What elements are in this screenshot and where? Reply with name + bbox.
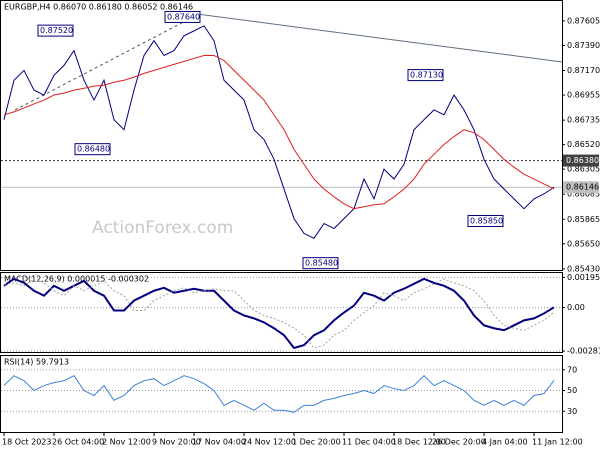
series-line xyxy=(3,278,555,349)
chart-title: EURGBP,H4 0.86070 0.86180 0.86052 0.8614… xyxy=(4,3,193,12)
y-tick-label: 30 xyxy=(567,407,577,416)
annotation: 0.86480 xyxy=(77,145,110,154)
x-tick-label: 26 Oct 04:00 xyxy=(52,438,104,447)
y-tick-label: 0.87390 xyxy=(567,41,600,50)
x-tick-label: 17 Nov 04:00 xyxy=(192,438,246,447)
x-tick-label: 11 Jan 12:00 xyxy=(532,438,583,447)
price-tag-label: 0.86146 xyxy=(566,183,599,192)
y-tick-label: 0.86305 xyxy=(567,165,600,174)
y-tick-label: 0.85430 xyxy=(567,264,600,273)
x-tick-label: 11 Dec 04:00 xyxy=(342,438,396,447)
trend-line xyxy=(14,14,198,111)
y-tick-label: 0.86955 xyxy=(567,91,600,100)
macd-frame xyxy=(0,272,563,353)
annotation: 0.87520 xyxy=(40,26,73,35)
series-line xyxy=(3,374,555,413)
rsi-frame xyxy=(0,355,563,433)
y-tick-label: 0.00 xyxy=(567,303,585,312)
y-tick-label: 0.86085 xyxy=(567,190,600,199)
x-tick-label: 2 Nov 12:00 xyxy=(102,438,151,447)
price-tag xyxy=(563,154,599,167)
annotation: 0.87640 xyxy=(167,12,200,21)
annotation-box xyxy=(74,143,111,156)
annotation-box xyxy=(164,10,201,23)
x-tick-label: 24 Nov 12:00 xyxy=(242,438,296,447)
annotation: 0.85850 xyxy=(470,216,503,225)
x-tick-label: 4 Jan 04:00 xyxy=(482,438,528,447)
annotation-box xyxy=(407,69,444,82)
annotation: 0.85480 xyxy=(305,259,338,268)
series-line xyxy=(3,277,555,350)
y-tick-label: 0.001959 xyxy=(567,273,600,282)
series-line xyxy=(3,25,555,239)
annotation: 0.87130 xyxy=(410,71,443,80)
x-tick-label: 18 Dec 12:00 xyxy=(392,438,446,447)
y-tick-label: 0.87170 xyxy=(567,66,600,75)
y-tick-label: 70 xyxy=(567,365,577,374)
y-tick-label: 0.85650 xyxy=(567,239,600,248)
trend-line xyxy=(196,13,563,63)
y-tick-label: 0.86520 xyxy=(567,140,600,149)
price-tag-label: 0.86380 xyxy=(566,156,599,165)
x-tick-label: 26 Dec 20:00 xyxy=(432,438,486,447)
y-tick-label: 0.86735 xyxy=(567,116,600,125)
x-tick-label: 18 Oct 2023 xyxy=(2,438,51,447)
watermark: ActionForex.com xyxy=(92,218,233,238)
price-tag xyxy=(563,181,599,194)
y-tick-label: 0.85865 xyxy=(567,215,600,224)
y-tick-label: 0.87605 xyxy=(567,16,600,25)
annotation-box xyxy=(37,24,74,37)
x-tick-label: 1 Dec 20:00 xyxy=(292,438,341,447)
y-tick-label: -0.002818 xyxy=(567,347,600,356)
y-tick-label: 50 xyxy=(567,386,577,395)
series-line xyxy=(3,54,555,210)
rsi-title: RSI(14) 59.7913 xyxy=(4,358,69,367)
x-tick-label: 9 Nov 20:00 xyxy=(152,438,201,447)
annotation-box xyxy=(467,214,504,227)
price-frame xyxy=(0,0,563,271)
annotation-box xyxy=(302,257,339,270)
macd-title: MACD(12,26,9) 0.000015 -0.000302 xyxy=(4,275,149,284)
